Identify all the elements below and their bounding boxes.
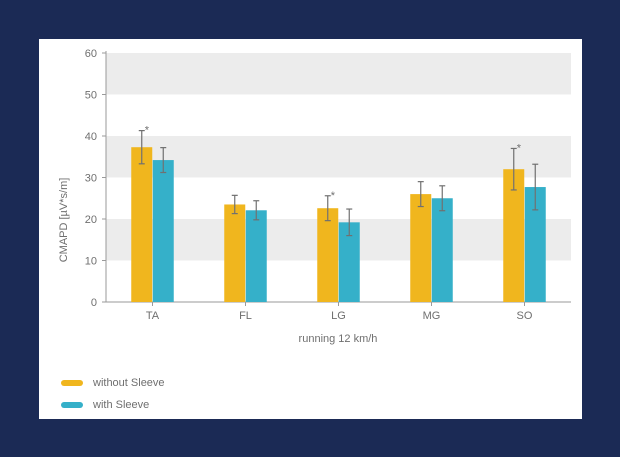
legend-item-without-sleeve: without Sleeve (61, 377, 165, 389)
bar (338, 222, 360, 302)
y-tick-label: 20 (85, 214, 97, 226)
grid-band (106, 53, 571, 95)
bar (245, 210, 267, 302)
legend-item-with-sleeve: with Sleeve (61, 399, 149, 411)
grid-band (106, 136, 571, 178)
chart-panel: 0 10 20 30 40 50 60 * * * TA FL LG MG SO running 12 … (39, 39, 582, 419)
bar (431, 198, 453, 302)
y-tick-label: 40 (85, 131, 97, 143)
bar (524, 187, 546, 302)
bar (410, 194, 432, 302)
bar (152, 160, 174, 302)
x-tick-label: FL (239, 310, 252, 322)
y-axis-label: CMAPD [µV*s/m] (58, 178, 70, 263)
bars (131, 147, 546, 302)
bar (317, 208, 339, 302)
significance-star: * (331, 190, 336, 202)
x-tick-label: MG (423, 310, 441, 322)
y-tick-label: 60 (85, 48, 97, 60)
x-axis-label: running 12 km/h (299, 333, 378, 345)
y-tick-label: 0 (91, 297, 97, 309)
grid-bands (106, 53, 571, 261)
axes (102, 51, 571, 306)
x-tick-label: TA (146, 310, 160, 322)
bar (131, 147, 153, 302)
bar (224, 204, 246, 302)
y-tick-label: 30 (85, 173, 97, 185)
error-bars (138, 130, 539, 237)
y-tick-label: 10 (85, 256, 97, 268)
significance-star: * (517, 142, 522, 154)
y-tick-label: 50 (85, 90, 97, 102)
y-tick-labels: 0 10 20 30 40 50 60 (85, 48, 97, 309)
grid-band (106, 219, 571, 261)
x-tick-label: SO (517, 310, 533, 322)
bar-chart: 0 10 20 30 40 50 60 * * * TA FL LG MG SO running 12 … (58, 48, 571, 345)
x-tick-labels: TA FL LG MG SO (146, 310, 533, 322)
legend-swatch-without-sleeve (61, 380, 83, 386)
x-tick-label: LG (331, 310, 346, 322)
legend-label-without-sleeve: without Sleeve (93, 377, 165, 389)
legend-label-with-sleeve: with Sleeve (93, 399, 150, 411)
bar (503, 169, 525, 302)
legend-swatch-with-sleeve (61, 402, 83, 408)
significance-marks: * * * (145, 125, 522, 202)
significance-star: * (145, 125, 150, 137)
